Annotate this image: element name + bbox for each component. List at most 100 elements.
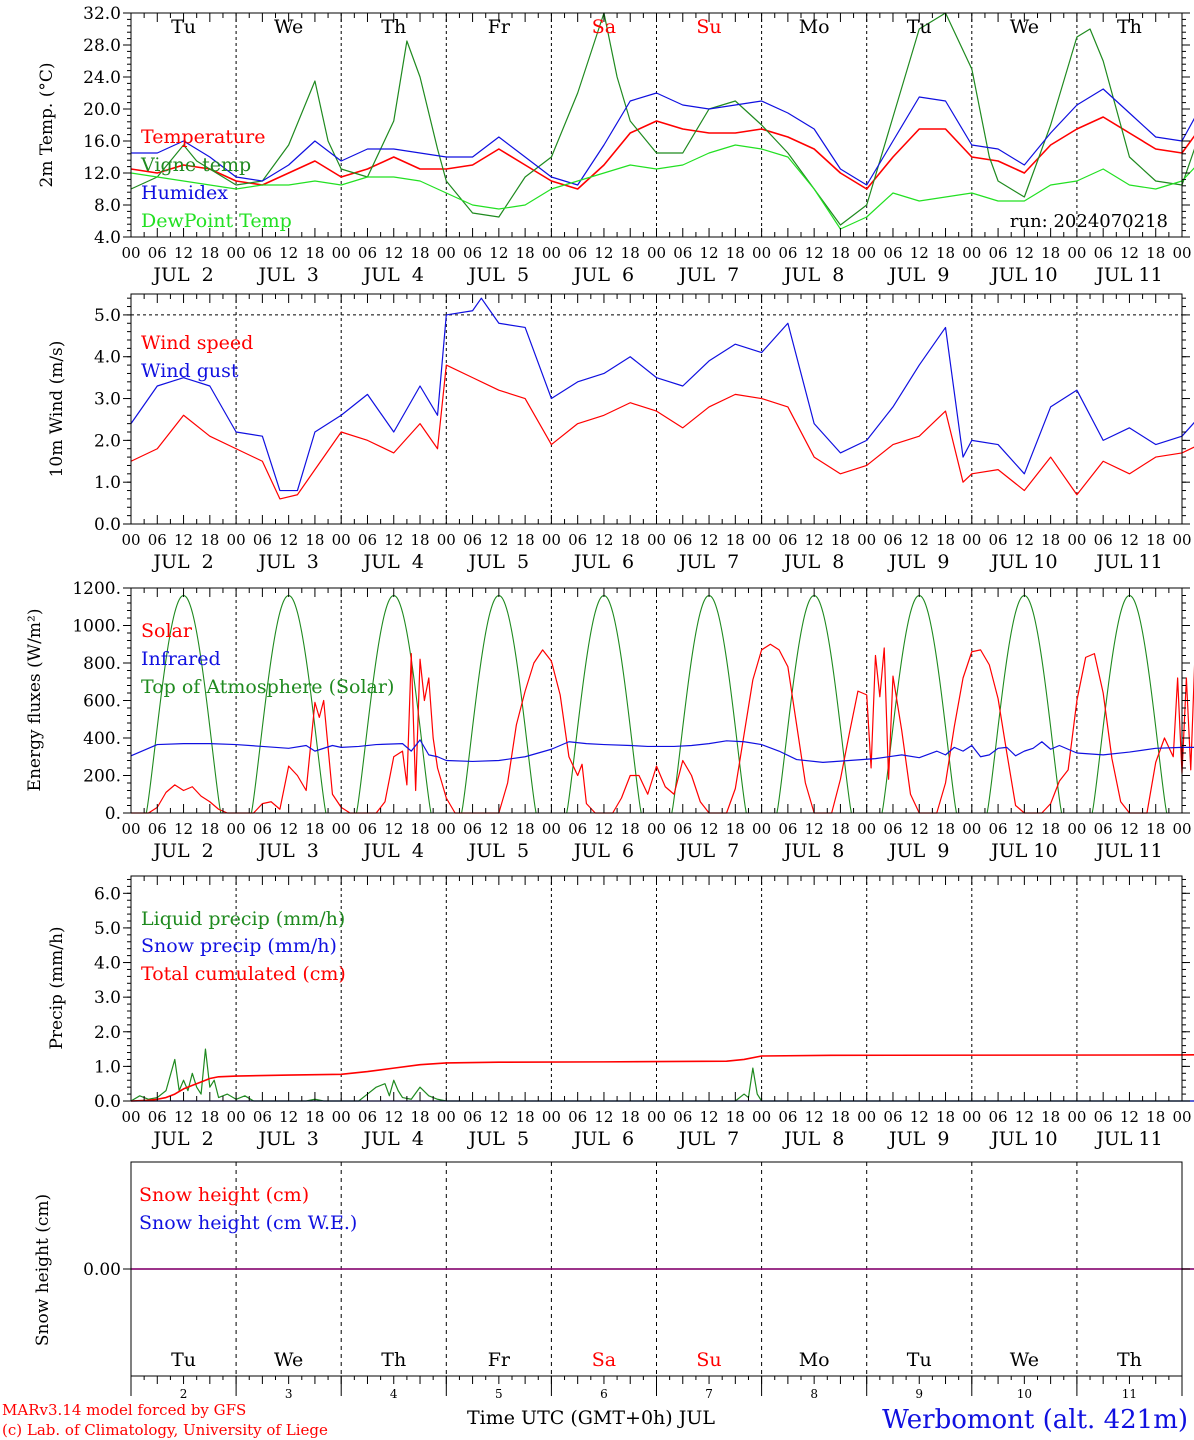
weekday-label: Th [381, 1349, 406, 1371]
day-label: JUL 2 [151, 264, 213, 286]
day-label: JUL 8 [782, 1128, 844, 1150]
temperature-line [130, 116, 1194, 190]
legend-snow-height-we: Snow height (cm W.E.) [139, 1212, 357, 1234]
precip-ylabel: Precip (mm/h) [47, 926, 67, 1049]
hour-label: 18 [200, 820, 219, 838]
dewpoint-temp-line [130, 144, 1194, 230]
day-number: 2 [180, 1387, 188, 1401]
hour-label: 12 [1015, 820, 1034, 838]
hour-label: 06 [568, 244, 587, 262]
day-label: JUL 2 [151, 551, 213, 573]
hour-label: 18 [1041, 244, 1060, 262]
hour-label: 00 [332, 1108, 351, 1126]
hour-label: 00 [962, 820, 981, 838]
hour-label: 00 [227, 244, 246, 262]
day-number: 6 [600, 1387, 608, 1401]
hour-label: 06 [358, 244, 377, 262]
hour-label: 06 [778, 531, 797, 549]
legend-total-cumulated: Total cumulated (cm) [141, 963, 346, 985]
toa-solar-day-curve [355, 594, 432, 814]
hour-label: 00 [121, 1108, 140, 1126]
weekday-label: We [274, 16, 303, 38]
y-tick-label: 4.0 [94, 954, 121, 974]
hour-label: 00 [437, 1108, 456, 1126]
day-label: JUL 2 [151, 840, 213, 862]
temperature-ylabel: 2m Temp. (°C) [37, 62, 57, 187]
hour-label: 12 [594, 244, 613, 262]
hour-label: 18 [516, 820, 535, 838]
hour-label: 00 [857, 531, 876, 549]
hour-label: 18 [936, 820, 955, 838]
toa-solar-day-curve [461, 594, 537, 814]
hour-label: 12 [805, 244, 824, 262]
weekday-label: Th [381, 16, 406, 38]
hour-label: 12 [384, 820, 403, 838]
hour-label: 12 [1120, 244, 1139, 262]
hour-label: 06 [989, 244, 1008, 262]
y-tick-label: 0. [105, 804, 121, 824]
hour-label: 18 [1041, 531, 1060, 549]
hour-label: 00 [1067, 820, 1086, 838]
hour-label: 06 [568, 531, 587, 549]
day-number: 3 [285, 1387, 293, 1401]
hour-label: 06 [253, 244, 272, 262]
hour-label: 06 [568, 820, 587, 838]
y-tick-label: 28.0 [83, 36, 121, 56]
day-label: JUL 9 [887, 1128, 949, 1150]
hour-label: 00 [227, 531, 246, 549]
toa-solar-day-curve [671, 594, 747, 814]
day-label: JUL 3 [256, 1128, 318, 1150]
hour-label: 18 [936, 244, 955, 262]
hour-label: 00 [857, 244, 876, 262]
y-tick-label: 4.0 [94, 348, 121, 368]
humidex-line [131, 88, 1194, 186]
day-label: JUL 11 [1094, 1128, 1162, 1150]
hour-label: 00 [857, 820, 876, 838]
hour-label: 00 [437, 820, 456, 838]
toa-solar-day-curve [1091, 594, 1168, 814]
hour-label: 18 [305, 1108, 324, 1126]
wind-x-ticks: 00 06 12 18 JUL 2 00 06 12 18 JUL 3 00 06 12 18 JUL 4 0… [121, 294, 1192, 573]
hour-label: 18 [936, 531, 955, 549]
energy-series [130, 594, 1194, 814]
hour-label: 06 [673, 244, 692, 262]
wind-panel: 0.0 1.0 2.0 3.0 4.0 5.0 00 06 12 18 JUL 2 00 06 12 18… [47, 293, 1194, 573]
hour-label: 12 [279, 531, 298, 549]
day-label: JUL 5 [467, 264, 529, 286]
y-tick-label: 400. [83, 729, 121, 749]
wind-y-ticks: 0.0 1.0 2.0 3.0 4.0 5.0 [94, 297, 1190, 535]
day-label: JUL 9 [887, 551, 949, 573]
hour-label: 12 [489, 531, 508, 549]
hour-label: 12 [1015, 244, 1034, 262]
hour-label: 00 [647, 820, 666, 838]
hour-label: 00 [752, 244, 771, 262]
legend-snow-height: Snow height (cm) [139, 1184, 309, 1206]
hour-label: 00 [542, 820, 561, 838]
day-number: 9 [915, 1387, 923, 1401]
y-tick-label: 20.0 [83, 100, 121, 120]
legend-infrared: Infrared [141, 648, 221, 670]
hour-label: 06 [778, 1108, 797, 1126]
day-label: JUL 11 [1094, 551, 1162, 573]
hour-label: 18 [200, 531, 219, 549]
hour-label: 06 [673, 1108, 692, 1126]
y-tick-label: 0.00 [83, 1260, 121, 1280]
y-tick-label: 0.0 [94, 515, 121, 535]
model-credit: MARv3.14 model forced by GFS [2, 1401, 246, 1419]
snow-ylabel: Snow height (cm) [33, 1194, 53, 1346]
hour-label: 12 [805, 531, 824, 549]
hour-label: 06 [358, 531, 377, 549]
y-tick-label: 8.0 [94, 196, 121, 216]
hour-label: 18 [410, 1108, 429, 1126]
hour-label: 12 [279, 1108, 298, 1126]
hour-label: 12 [910, 1108, 929, 1126]
hour-label: 06 [673, 820, 692, 838]
y-tick-label: 1.0 [94, 473, 121, 493]
hour-label: 00 [1067, 531, 1086, 549]
hour-label: 00 [1172, 244, 1191, 262]
weekday-label: Su [696, 16, 721, 38]
hour-label: 06 [883, 1108, 902, 1126]
hour-label: 18 [305, 531, 324, 549]
hour-label: 06 [463, 531, 482, 549]
snow-day-numbers: 2 3 4 5 6 7 8 9 10 11 [180, 1387, 1137, 1401]
